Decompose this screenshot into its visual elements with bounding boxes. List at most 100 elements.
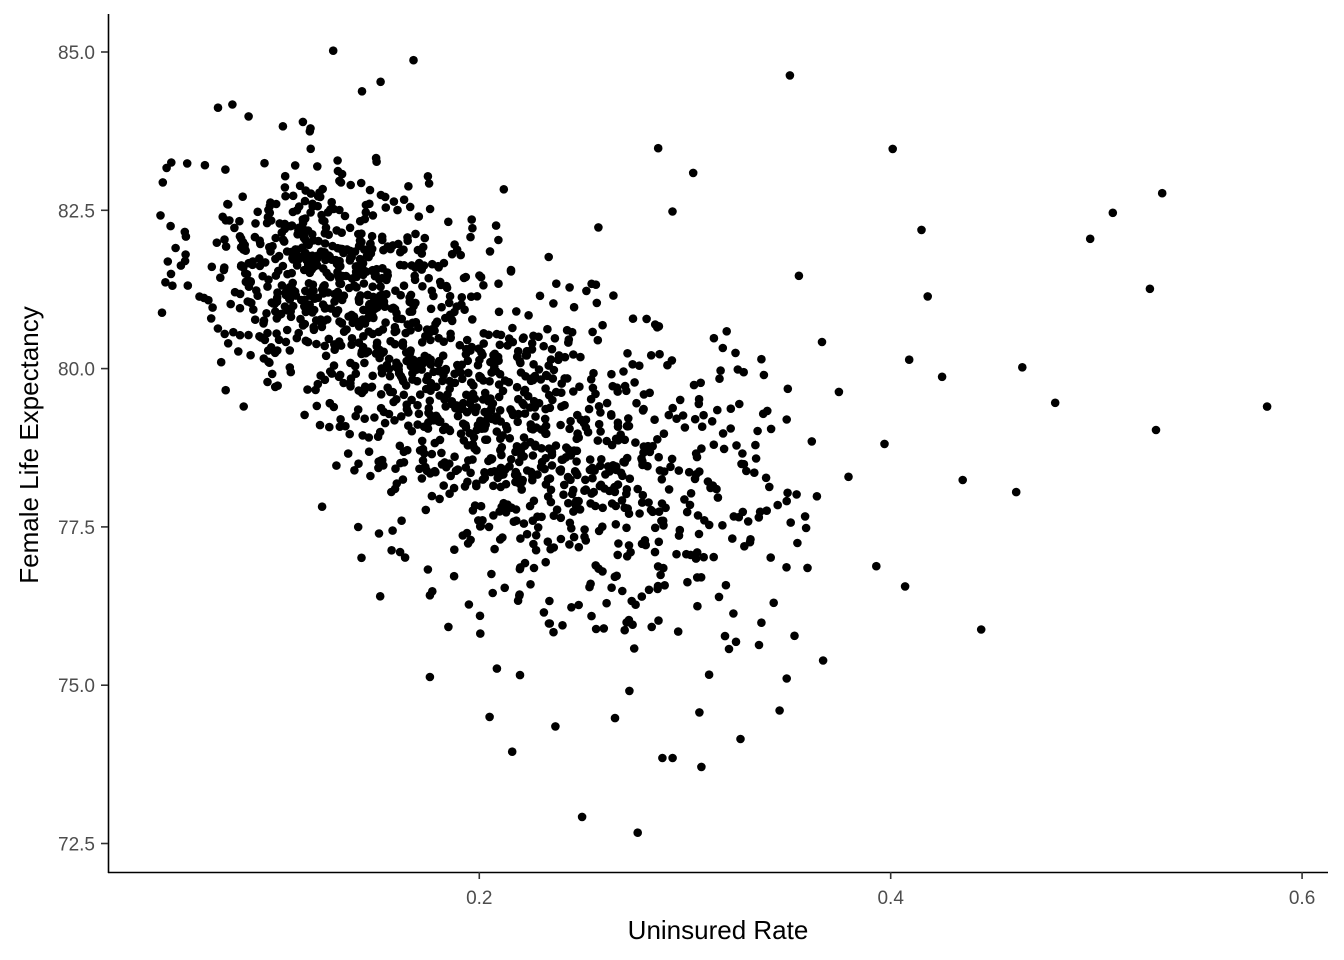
data-point — [539, 608, 549, 617]
data-point — [598, 522, 607, 531]
data-point — [342, 245, 352, 254]
data-point — [421, 505, 431, 515]
data-point — [565, 424, 574, 434]
data-point — [588, 383, 598, 393]
data-point — [515, 590, 524, 599]
data-point — [450, 369, 459, 379]
data-point — [213, 324, 223, 333]
data-point — [330, 289, 339, 299]
data-point — [379, 245, 388, 255]
data-point — [619, 367, 628, 376]
data-point — [357, 347, 367, 356]
data-point — [485, 247, 495, 256]
data-point — [344, 283, 354, 293]
data-point — [494, 380, 504, 389]
data-point — [490, 467, 499, 476]
data-point — [489, 350, 498, 360]
data-point — [223, 339, 233, 348]
data-point — [326, 205, 335, 214]
data-point — [782, 563, 791, 572]
data-point — [424, 273, 434, 283]
data-point — [351, 411, 361, 421]
data-point — [633, 828, 642, 837]
data-point — [387, 546, 396, 555]
data-point — [358, 265, 368, 274]
data-point — [546, 485, 556, 495]
x-axis-ticks: 0.2 0.4 0.6 — [466, 872, 1315, 909]
data-point — [379, 407, 389, 417]
data-point — [280, 183, 290, 192]
data-point — [425, 396, 435, 406]
data-point — [549, 543, 559, 552]
data-point — [812, 492, 822, 501]
data-point — [364, 300, 374, 310]
data-point — [251, 219, 260, 228]
data-point — [366, 239, 375, 248]
data-point — [472, 403, 482, 412]
data-point — [358, 431, 368, 440]
data-point — [735, 399, 744, 409]
data-point — [468, 315, 477, 324]
data-point — [573, 410, 582, 420]
data-point — [403, 233, 412, 242]
data-point — [533, 512, 542, 521]
data-point — [541, 370, 551, 380]
data-point — [335, 370, 345, 380]
data-point — [220, 329, 229, 339]
data-point — [467, 215, 477, 224]
data-point — [425, 591, 435, 600]
data-point — [693, 511, 703, 520]
data-point — [451, 466, 461, 476]
data-point — [440, 395, 449, 404]
data-point — [506, 267, 516, 276]
data-point — [260, 158, 269, 168]
data-point — [644, 585, 654, 595]
data-point — [420, 233, 430, 243]
data-point — [559, 490, 568, 500]
data-point — [447, 397, 457, 406]
data-point — [682, 507, 692, 517]
data-point — [384, 364, 394, 374]
data-point — [375, 592, 385, 601]
data-point — [507, 747, 517, 756]
data-point — [401, 328, 411, 338]
data-point — [306, 208, 315, 217]
data-point — [693, 601, 702, 611]
data-point — [437, 448, 446, 458]
data-point — [623, 349, 632, 358]
data-point — [413, 400, 422, 410]
data-point — [505, 434, 515, 443]
data-point — [286, 312, 296, 322]
data-point — [446, 333, 456, 343]
data-point — [817, 337, 827, 347]
data-point — [275, 219, 285, 228]
data-point — [541, 421, 551, 431]
data-point — [376, 390, 386, 399]
data-point — [625, 686, 634, 696]
data-point — [220, 235, 229, 244]
data-point — [450, 240, 459, 249]
data-point — [585, 455, 595, 464]
data-point — [569, 302, 579, 312]
data-point — [461, 423, 471, 432]
data-point — [614, 539, 623, 548]
data-point — [622, 523, 631, 533]
data-point — [707, 417, 717, 426]
data-point — [336, 415, 345, 424]
data-point — [313, 201, 323, 211]
data-point — [566, 416, 575, 426]
data-point — [263, 377, 272, 387]
data-point — [552, 279, 561, 289]
data-point — [287, 268, 297, 278]
data-point — [324, 230, 334, 239]
data-point — [268, 241, 277, 251]
data-point — [394, 369, 404, 378]
data-point — [306, 124, 315, 133]
data-point — [255, 332, 264, 341]
data-point — [638, 406, 648, 415]
data-point — [541, 557, 550, 567]
data-point — [690, 414, 700, 424]
data-point — [456, 250, 466, 260]
data-point — [611, 434, 621, 444]
data-point — [435, 277, 445, 287]
